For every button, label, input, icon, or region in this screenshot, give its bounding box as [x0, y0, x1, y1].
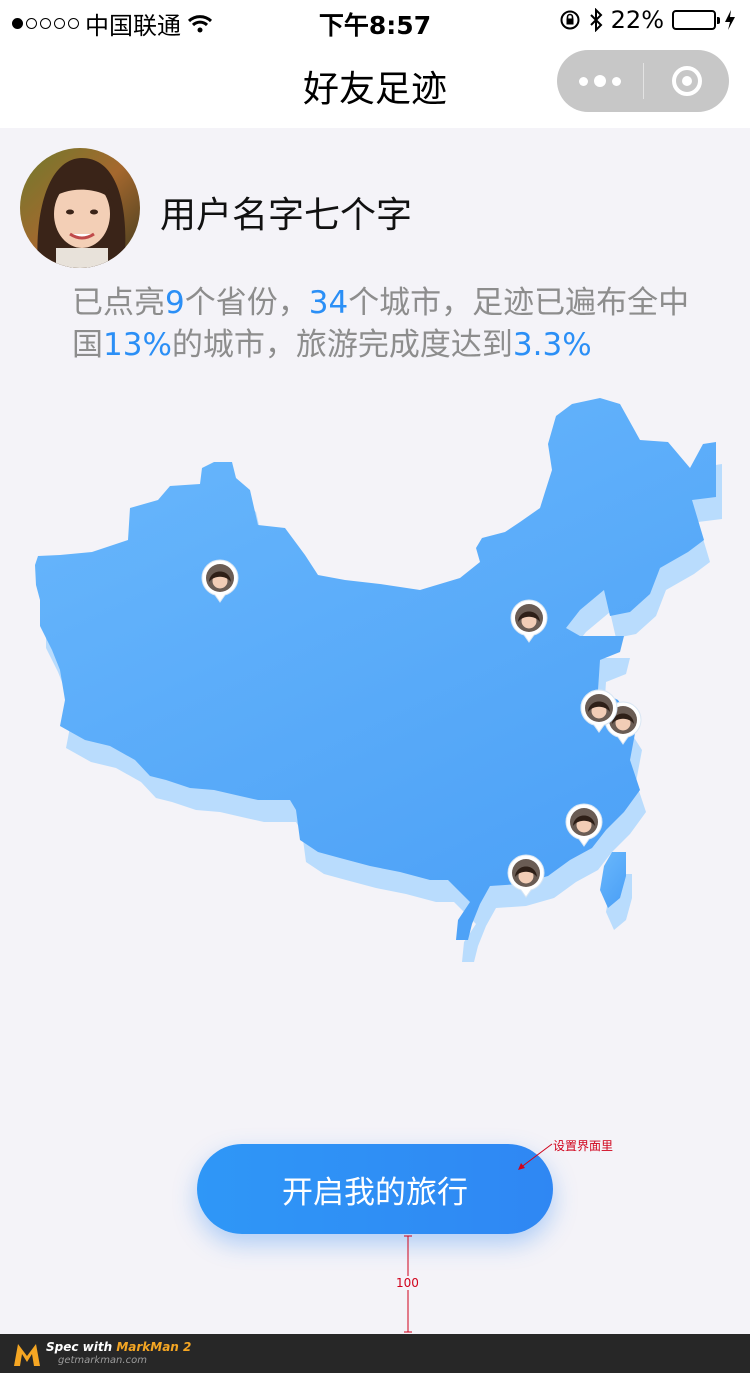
charging-icon: [725, 10, 735, 30]
signal-icon: [12, 18, 79, 29]
capsule-divider: [643, 63, 644, 99]
battery-icon: [672, 10, 720, 30]
completion-percent: 3.3%: [512, 327, 592, 363]
close-miniprogram-button[interactable]: [644, 50, 729, 112]
summary-text: 个城市，足迹已遍布全中国: [72, 285, 690, 363]
avatar[interactable]: [20, 148, 140, 268]
summary-text: 个省份，: [184, 285, 309, 321]
miniprogram-capsule: [557, 50, 729, 112]
spec-url: getmarkman.com: [58, 1355, 147, 1366]
summary-text: 已点亮: [72, 285, 165, 321]
coverage-percent: 13%: [103, 327, 172, 363]
carrier-label: 中国联通: [85, 12, 181, 40]
city-count: 34: [308, 285, 349, 321]
status-bar: 中国联通 下午8:57 22%: [0, 0, 750, 42]
markman-logo-icon: [14, 1344, 40, 1366]
province-count: 9: [165, 285, 185, 321]
status-right: 22%: [559, 6, 736, 34]
start-my-trip-button[interactable]: 开启我的旅行: [197, 1144, 553, 1234]
summary-text: 的城市，旅游完成度达到: [171, 327, 513, 363]
spec-brand: MarkMan 2: [116, 1340, 192, 1354]
battery-percent: 22%: [610, 6, 664, 34]
page-title: 好友足迹: [302, 69, 447, 110]
more-dot-icon: [594, 75, 606, 87]
footprint-summary: 已点亮9个省份，34个城市，足迹已遍布全中国13%的城市，旅游完成度达到3.3%: [72, 282, 712, 366]
status-time: 下午8:57: [318, 11, 432, 40]
more-dot-icon: [579, 76, 588, 86]
spec-prefix: Spec with: [46, 1340, 117, 1354]
status-left: 中国联通: [12, 6, 213, 41]
nav-bar: 好友足迹: [0, 42, 750, 128]
orientation-lock-icon: [560, 10, 580, 30]
annotation-arrow-icon: [518, 1143, 553, 1170]
username: 用户名字七个字: [160, 195, 413, 236]
spec-text: Spec with MarkMan 2: [46, 1340, 191, 1354]
china-footprint-map: [35, 398, 722, 962]
annotation-note: 设置界面里: [553, 1139, 614, 1153]
spacing-label: 100: [396, 1276, 419, 1290]
bluetooth-icon: [589, 8, 603, 32]
wifi-icon: [187, 14, 213, 32]
target-icon: [671, 66, 702, 96]
more-button[interactable]: [557, 50, 643, 112]
markman-footer: Spec with MarkMan 2 getmarkman.com: [0, 1334, 750, 1373]
more-dot-icon: [612, 76, 621, 86]
